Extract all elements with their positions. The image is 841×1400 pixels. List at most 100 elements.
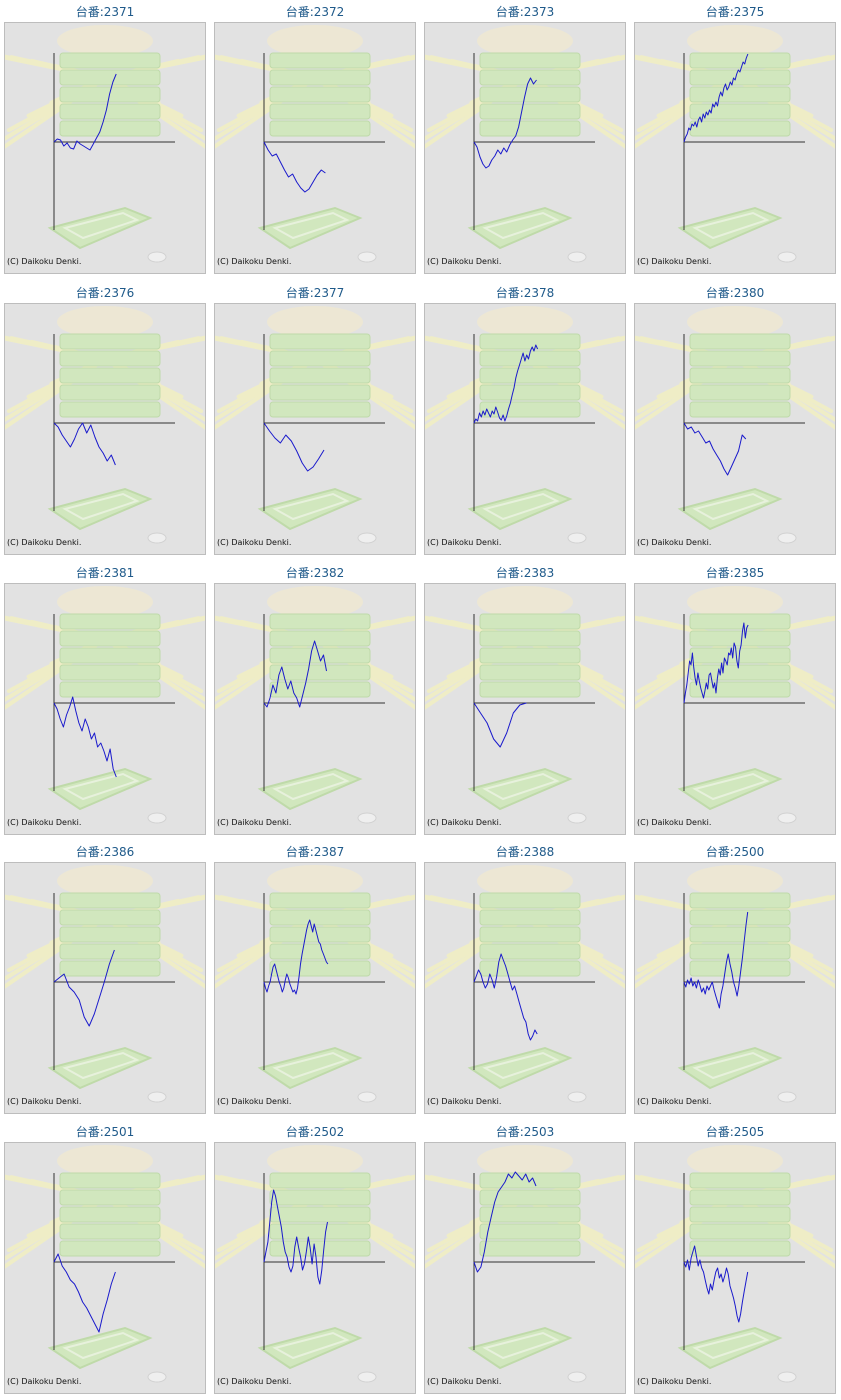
chart-svg: [215, 306, 415, 544]
copyright-text: (C) Daikoku Denki.: [427, 1377, 502, 1386]
art-tray-inner: [692, 492, 770, 521]
art-box: [269, 1223, 371, 1240]
chart-frame: (C) Daikoku Denki.: [4, 303, 206, 555]
art-tray: [677, 1046, 783, 1090]
art-box: [479, 1223, 581, 1240]
copyright-text: (C) Daikoku Denki.: [637, 1377, 712, 1386]
art-tray-inner: [692, 772, 770, 801]
art-glow: [57, 25, 153, 57]
art-box: [689, 613, 791, 630]
art-box: [59, 350, 161, 367]
art-box: [479, 69, 581, 86]
art-tray-inner: [62, 211, 140, 240]
art-box: [269, 367, 371, 384]
art-box: [479, 681, 581, 698]
art-glow: [267, 586, 363, 618]
art-box: [269, 926, 371, 943]
chart-cell: 台番:2373 (C) Daikoku Denki.: [420, 0, 630, 280]
art-box: [269, 943, 371, 960]
series-line: [683, 422, 747, 476]
art-glow: [687, 586, 783, 618]
background-art: [635, 865, 835, 1103]
chart-cell: 台番:2502 (C) Daikoku Denki.: [210, 1120, 420, 1400]
art-box: [59, 613, 161, 630]
art-box: [689, 1172, 791, 1189]
art-tray: [47, 1046, 153, 1090]
art-box: [689, 52, 791, 69]
art-glow: [687, 306, 783, 338]
art-coin: [567, 812, 587, 824]
copyright-text: (C) Daikoku Denki.: [637, 538, 712, 547]
art-tray: [47, 767, 153, 811]
art-coin: [147, 1371, 167, 1383]
art-coin: [777, 1371, 797, 1383]
art-box: [689, 401, 791, 418]
art-box: [479, 1206, 581, 1223]
art-box: [479, 1189, 581, 1206]
copyright-text: (C) Daikoku Denki.: [217, 257, 292, 266]
chart-svg: [215, 586, 415, 824]
art-coin: [567, 1371, 587, 1383]
copyright-text: (C) Daikoku Denki.: [217, 1377, 292, 1386]
chart-frame: (C) Daikoku Denki.: [4, 1142, 206, 1394]
art-box: [269, 647, 371, 664]
art-box: [59, 120, 161, 137]
chart-title: 台番:2373: [495, 5, 555, 19]
chart-frame: (C) Daikoku Denki.: [424, 862, 626, 1114]
art-box: [59, 103, 161, 120]
copyright-text: (C) Daikoku Denki.: [427, 257, 502, 266]
copyright-text: (C) Daikoku Denki.: [427, 1097, 502, 1106]
background-art: [5, 306, 205, 544]
chart-title: 台番:2381: [75, 566, 135, 580]
art-box: [59, 892, 161, 909]
chart-frame: (C) Daikoku Denki.: [214, 862, 416, 1114]
copyright-text: (C) Daikoku Denki.: [7, 1377, 82, 1386]
art-glow: [477, 865, 573, 897]
art-tray-inner: [62, 1331, 140, 1360]
art-box: [269, 69, 371, 86]
art-glow: [267, 1145, 363, 1177]
chart-frame: (C) Daikoku Denki.: [634, 583, 836, 835]
chart-svg: [425, 1145, 625, 1383]
copyright-text: (C) Daikoku Denki.: [427, 538, 502, 547]
chart-title: 台番:2382: [285, 566, 345, 580]
art-box: [479, 86, 581, 103]
art-coin: [567, 532, 587, 544]
chart-title: 台番:2502: [285, 1125, 345, 1139]
art-box: [479, 613, 581, 630]
art-box: [59, 1223, 161, 1240]
art-tray: [467, 206, 573, 250]
art-tray: [257, 1046, 363, 1090]
art-box: [689, 1223, 791, 1240]
art-tray: [467, 1046, 573, 1090]
art-box: [269, 1206, 371, 1223]
chart-svg: [215, 865, 415, 1103]
art-box: [479, 1240, 581, 1257]
art-box: [479, 892, 581, 909]
art-coin: [357, 1371, 377, 1383]
art-glow: [57, 865, 153, 897]
series-line: [53, 422, 116, 466]
art-box: [689, 892, 791, 909]
art-box: [59, 1240, 161, 1257]
art-coin: [147, 251, 167, 263]
series-line: [263, 141, 326, 193]
art-box: [689, 120, 791, 137]
series-line: [473, 77, 537, 169]
art-glow: [267, 25, 363, 57]
art-coin: [357, 812, 377, 824]
art-box: [689, 103, 791, 120]
art-glow: [267, 306, 363, 338]
copyright-text: (C) Daikoku Denki.: [7, 257, 82, 266]
art-box: [479, 367, 581, 384]
chart-cell: 台番:2371 (C) Daikoku Denki.: [0, 0, 210, 280]
copyright-text: (C) Daikoku Denki.: [7, 818, 82, 827]
art-box: [479, 333, 581, 350]
series-line: [263, 919, 329, 995]
chart-svg: [635, 25, 835, 263]
art-box: [689, 1206, 791, 1223]
art-box: [689, 333, 791, 350]
chart-cell: 台番:2505 (C) Daikoku Denki.: [630, 1120, 840, 1400]
series-line: [473, 344, 539, 424]
chart-frame: (C) Daikoku Denki.: [214, 583, 416, 835]
